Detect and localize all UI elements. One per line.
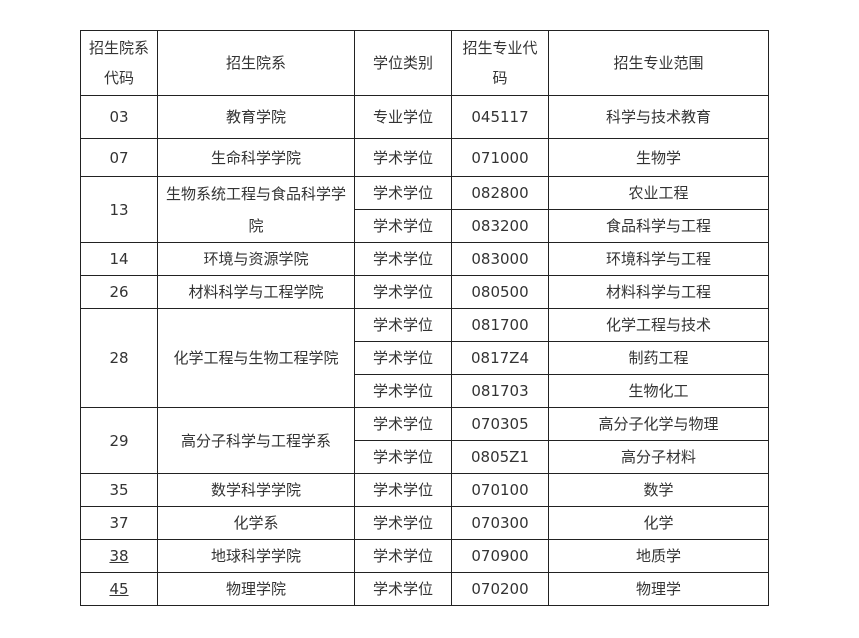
- dept-name-cell: 地球科学学院: [157, 539, 355, 573]
- major-code-cell: 070100: [451, 473, 549, 507]
- dept-code-cell: 14: [80, 242, 158, 276]
- dept-code-cell: 37: [80, 506, 158, 540]
- dept-name-cell: 生命科学学院: [157, 138, 355, 177]
- dept-name-cell: 环境与资源学院: [157, 242, 355, 276]
- major-code-cell: 045117: [451, 95, 549, 139]
- degree-type-cell: 学术学位: [354, 473, 452, 507]
- table-row: 学术学位 0817Z4 制药工程: [81, 341, 769, 375]
- table-row: 07 生命科学学院 学术学位 071000 生物学: [80, 138, 769, 177]
- major-scope-cell: 农业工程: [548, 176, 769, 210]
- table-row: 29 高分子科学与工程学系 学术学位 070305 高分子化学与物理: [80, 407, 769, 474]
- dept-code-cell: 13: [80, 176, 158, 243]
- major-code-cell: 070900: [451, 539, 549, 573]
- degree-type-cell: 学术学位: [354, 209, 452, 243]
- table-row: 45 物理学院 学术学位 070200 物理学: [80, 572, 769, 606]
- dept-code-cell[interactable]: 45: [80, 572, 158, 606]
- degree-type-cell: 学术学位: [354, 138, 452, 177]
- table-row: 35 数学科学学院 学术学位 070100 数学: [80, 473, 769, 507]
- degree-type-cell: 学术学位: [354, 407, 452, 441]
- major-code-cell: 081700: [451, 308, 549, 342]
- dept-code-cell: 07: [80, 138, 158, 177]
- degree-type-cell: 学术学位: [354, 440, 452, 474]
- major-scope-cell: 生物学: [548, 138, 769, 177]
- degree-type-cell: 学术学位: [354, 275, 452, 309]
- dept-name-cell: 物理学院: [157, 572, 355, 606]
- table-row: 学术学位 081703 生物化工: [81, 374, 769, 408]
- major-code-cell: 071000: [451, 138, 549, 177]
- major-code-cell: 070305: [451, 407, 549, 441]
- table-row: 14 环境与资源学院 学术学位 083000 环境科学与工程: [80, 242, 769, 276]
- table-row: 13 生物系统工程与食品科学学院 学术学位 082800 农业工程: [80, 176, 769, 243]
- major-code-cell: 083000: [451, 242, 549, 276]
- major-code-cell: 081703: [451, 374, 549, 408]
- dept-code-cell: 35: [80, 473, 158, 507]
- dept-code-cell[interactable]: 38: [80, 539, 158, 573]
- degree-type-cell: 学术学位: [354, 341, 452, 375]
- table-row: 学术学位 083200 食品科学与工程: [81, 209, 769, 243]
- major-scope-cell: 高分子材料: [548, 440, 769, 474]
- degree-type-cell: 学术学位: [354, 176, 452, 210]
- dept-name-cell: 材料科学与工程学院: [157, 275, 355, 309]
- dept-name-cell: 教育学院: [157, 95, 355, 139]
- major-code-cell: 080500: [451, 275, 549, 309]
- dept-code-cell: 28: [80, 308, 158, 408]
- dept-code-cell: 29: [80, 407, 158, 474]
- dept-name-cell: 化学工程与生物工程学院: [157, 308, 355, 408]
- degree-type-cell: 学术学位: [354, 374, 452, 408]
- degree-type-cell: 专业学位: [354, 95, 452, 139]
- header-row: 招生院系代码 招生院系 学位类别 招生专业代码 招生专业范围: [80, 30, 769, 96]
- dept-name-cell: 化学系: [157, 506, 355, 540]
- major-scope-cell: 食品科学与工程: [548, 209, 769, 243]
- table-row: 38 地球科学学院 学术学位 070900 地质学: [80, 539, 769, 573]
- major-code-cell: 083200: [451, 209, 549, 243]
- major-scope-cell: 科学与技术教育: [548, 95, 769, 139]
- table-row: 28 化学工程与生物工程学院 学术学位 081700 化学工程与技术: [80, 308, 769, 408]
- table-row: 03 教育学院 专业学位 045117 科学与技术教育: [80, 95, 769, 139]
- header-dept-code: 招生院系代码: [80, 30, 158, 96]
- major-scope-cell: 化学: [548, 506, 769, 540]
- major-scope-cell: 物理学: [548, 572, 769, 606]
- major-code-cell: 0817Z4: [451, 341, 549, 375]
- major-scope-cell: 材料科学与工程: [548, 275, 769, 309]
- major-scope-cell: 高分子化学与物理: [548, 407, 769, 441]
- header-major-scope: 招生专业范围: [548, 30, 769, 96]
- table-row: 26 材料科学与工程学院 学术学位 080500 材料科学与工程: [80, 275, 769, 309]
- degree-type-cell: 学术学位: [354, 539, 452, 573]
- major-code-cell: 070300: [451, 506, 549, 540]
- degree-type-cell: 学术学位: [354, 242, 452, 276]
- major-scope-cell: 生物化工: [548, 374, 769, 408]
- degree-type-cell: 学术学位: [354, 572, 452, 606]
- major-code-cell: 082800: [451, 176, 549, 210]
- dept-name-cell: 数学科学学院: [157, 473, 355, 507]
- dept-name-cell: 高分子科学与工程学系: [157, 407, 355, 474]
- major-scope-cell: 地质学: [548, 539, 769, 573]
- dept-code-cell: 26: [80, 275, 158, 309]
- header-major-code: 招生专业代码: [451, 30, 549, 96]
- degree-type-cell: 学术学位: [354, 506, 452, 540]
- header-degree-type: 学位类别: [354, 30, 452, 96]
- major-scope-cell: 化学工程与技术: [548, 308, 769, 342]
- dept-code-cell: 03: [80, 95, 158, 139]
- major-code-cell: 0805Z1: [451, 440, 549, 474]
- table-row: 37 化学系 学术学位 070300 化学: [80, 506, 769, 540]
- header-dept-name: 招生院系: [157, 30, 355, 96]
- major-code-cell: 070200: [451, 572, 549, 606]
- admissions-table: 招生院系代码 招生院系 学位类别 招生专业代码 招生专业范围 03 教育学院 专业学…: [80, 30, 769, 606]
- major-scope-cell: 环境科学与工程: [548, 242, 769, 276]
- table-row: 学术学位 0805Z1 高分子材料: [81, 440, 769, 474]
- major-scope-cell: 制药工程: [548, 341, 769, 375]
- dept-name-cell: 生物系统工程与食品科学学院: [157, 176, 355, 243]
- degree-type-cell: 学术学位: [354, 308, 452, 342]
- major-scope-cell: 数学: [548, 473, 769, 507]
- table-body: 03 教育学院 专业学位 045117 科学与技术教育 07 生命科学学院 学术学位 07100…: [80, 95, 769, 606]
